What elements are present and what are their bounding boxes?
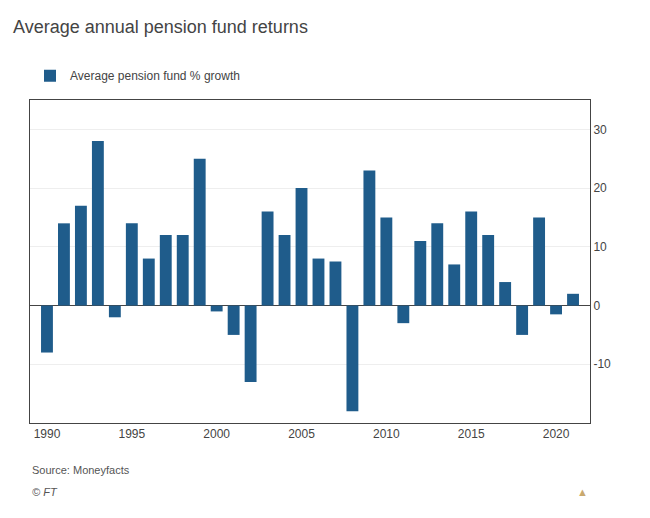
- svg-text:▲: ▲: [577, 486, 588, 498]
- svg-text:Average pension fund % growth: Average pension fund % growth: [70, 69, 240, 83]
- svg-text:20: 20: [593, 181, 607, 195]
- svg-text:Source: Moneyfacts: Source: Moneyfacts: [32, 464, 130, 476]
- svg-text:2010: 2010: [373, 427, 400, 441]
- svg-text:Average annual pension fund re: Average annual pension fund returns: [13, 17, 308, 37]
- svg-text:30: 30: [593, 123, 607, 137]
- svg-text:2020: 2020: [543, 427, 570, 441]
- svg-text:© FT: © FT: [32, 486, 58, 498]
- svg-text:0: 0: [593, 299, 600, 313]
- svg-text:-10: -10: [593, 357, 611, 371]
- svg-text:1990: 1990: [34, 427, 61, 441]
- svg-text:1995: 1995: [118, 427, 145, 441]
- svg-text:2015: 2015: [458, 427, 485, 441]
- svg-text:10: 10: [593, 240, 607, 254]
- svg-text:2000: 2000: [203, 427, 230, 441]
- svg-text:2005: 2005: [288, 427, 315, 441]
